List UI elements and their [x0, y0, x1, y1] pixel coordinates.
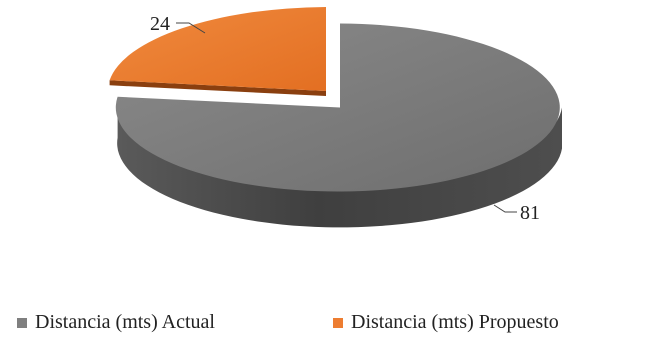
- data-label-actual: 81: [520, 202, 540, 224]
- pie-slice-propuesto: [109, 7, 326, 91]
- pie-slice-actual: [115, 23, 560, 192]
- leader-line-24: [176, 22, 206, 34]
- data-label-propuesto: 24: [150, 13, 170, 35]
- legend-item-actual: Distancia (mts) Actual: [17, 311, 215, 334]
- legend-label-actual: Distancia (mts) Actual: [35, 311, 215, 333]
- leader-line-81: [493, 204, 517, 213]
- pie-slice-propuesto-side: [109, 80, 326, 96]
- legend-label-propuesto: Distancia (mts) Propuesto: [351, 311, 559, 333]
- pie-slice-actual-side: [117, 96, 562, 228]
- legend-swatch-actual: [17, 317, 27, 328]
- legend: Distancia (mts) Actual Distancia (mts) P…: [0, 311, 650, 337]
- legend-item-propuesto: Distancia (mts) Propuesto: [333, 311, 559, 334]
- legend-swatch-propuesto: [333, 317, 343, 328]
